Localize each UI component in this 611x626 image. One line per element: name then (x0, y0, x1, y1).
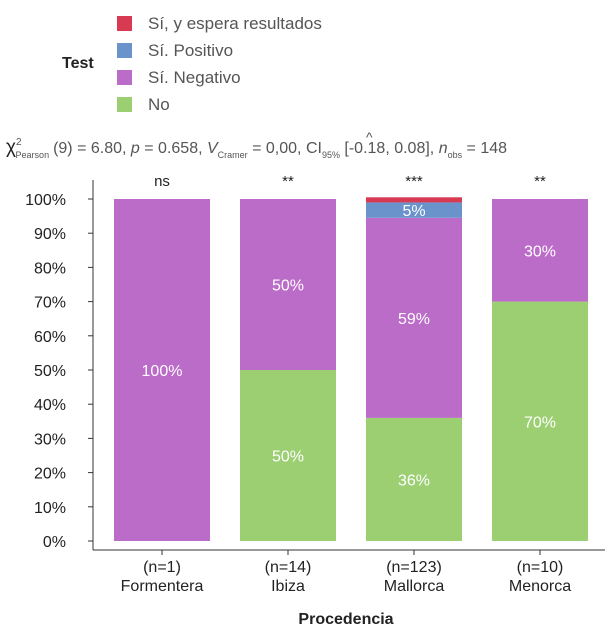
x-axis-title: Procedencia (298, 611, 393, 626)
legend-title: Test (62, 55, 94, 72)
data-label: 50% (272, 449, 304, 466)
bar-mallorca-s-y-espera-resultados (366, 197, 462, 203)
subtitle-p-value: = 0.658, (140, 140, 207, 157)
y-axis: 0% 10% 20% 30% 40% 50% 60% 70% 80% 90% 100% (25, 192, 93, 551)
subtitle-v-value: = 0,00, CI (248, 140, 322, 157)
legend-label-s-negativo: Sí. Negativo (148, 68, 241, 87)
y-tick-label: 80% (34, 260, 66, 277)
data-label: 5% (402, 203, 425, 220)
y-tick-label: 30% (34, 431, 66, 448)
bars: 100% ns 50% 50% ** 36% 59% 5% *** 70% 30% ** (114, 173, 588, 541)
x-tick-count: (n=1) (143, 559, 181, 576)
subtitle-v-hat: ^ (366, 129, 373, 145)
chart-subtitle: χ2 Pearson (9) = 6.80, p = 0.658, VCramer … (6, 137, 507, 160)
x-tick-label: Formentera (121, 578, 204, 595)
bar-mallorca-no (366, 417, 462, 541)
legend-swatch-no (117, 97, 132, 112)
significance-label: ns (154, 173, 170, 190)
subtitle-n-value: = 148 (462, 140, 507, 157)
bar-ibiza-no (240, 370, 336, 541)
bar-menorca-no (492, 301, 588, 541)
bar-ibiza-s-negativo (240, 199, 336, 370)
significance-label: ** (282, 173, 294, 190)
y-tick-label: 20% (34, 466, 66, 483)
data-label: 100% (142, 363, 183, 380)
legend-swatch-s-negativo (117, 70, 132, 85)
data-label: 30% (524, 243, 556, 260)
subtitle-n-sub: obs (448, 150, 463, 160)
data-label: 36% (398, 472, 430, 489)
data-label: 70% (524, 414, 556, 431)
x-tick-count: (n=123) (386, 559, 442, 576)
subtitle-n-symbol: n (439, 140, 448, 157)
bar-menorca-s-negativo (492, 199, 588, 302)
bar-formentera-s-negativo (114, 199, 210, 541)
legend-label-no: No (148, 95, 170, 114)
subtitle-v-sub: Cramer (218, 150, 248, 160)
subtitle-ci-value: [-0.18, 0.08], (340, 140, 439, 157)
y-tick-label: 100% (25, 192, 66, 209)
x-axis: (n=1) Formentera (n=14) Ibiza (n=123) Mallorc… (121, 550, 571, 595)
x-tick-label: Ibiza (271, 578, 305, 595)
subtitle-df: (9) = 6.80, (53, 140, 131, 157)
bar-mallorca-s-negativo (366, 217, 462, 418)
significance-label: *** (405, 173, 423, 190)
x-tick-label: Menorca (509, 578, 571, 595)
subtitle-ci-sub: 95% (322, 150, 340, 160)
y-tick-label: 40% (34, 397, 66, 414)
subtitle-v-symbol: V (207, 140, 219, 157)
y-tick-label: 10% (34, 500, 66, 517)
y-tick-label: 70% (34, 295, 66, 312)
legend: Test Sí, y espera resultados Sí. Positivo… (62, 14, 322, 114)
data-label: 59% (398, 311, 430, 328)
significance-label: ** (534, 173, 546, 190)
legend-swatch-s-positivo (117, 43, 132, 58)
y-tick-label: 0% (43, 534, 66, 551)
subtitle-chi: χ (6, 137, 16, 158)
subtitle-chi-sup: 2 (16, 137, 22, 148)
x-tick-count: (n=10) (517, 559, 564, 576)
legend-swatch-s-y-espera-resultados (117, 16, 132, 31)
x-tick-count: (n=14) (265, 559, 312, 576)
y-tick-label: 90% (34, 226, 66, 243)
subtitle-chi-sub: Pearson (16, 150, 50, 160)
bar-mallorca-s-positivo (366, 202, 462, 218)
legend-label-s-positivo: Sí. Positivo (148, 41, 233, 60)
subtitle-p-symbol: p (130, 140, 140, 157)
y-tick-label: 50% (34, 363, 66, 380)
x-tick-label: Mallorca (384, 578, 445, 595)
y-tick-label: 60% (34, 329, 66, 346)
legend-label-s-y-espera-resultados: Sí, y espera resultados (148, 14, 322, 33)
data-label: 50% (272, 278, 304, 295)
